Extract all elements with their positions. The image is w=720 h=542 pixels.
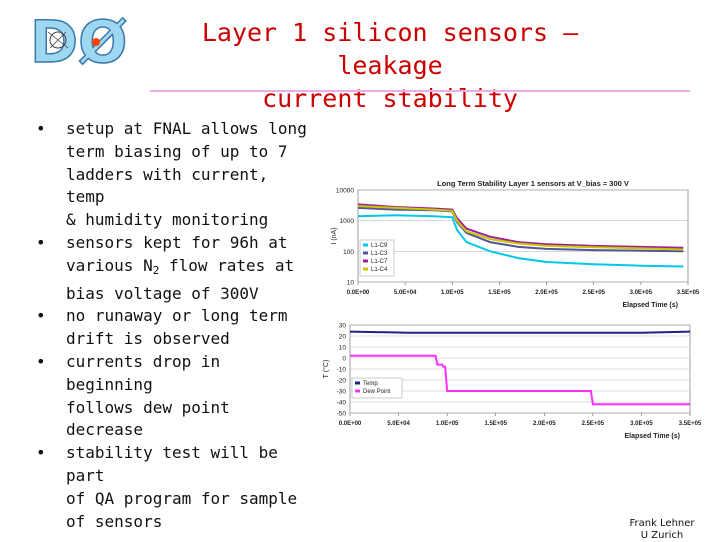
bullet-line: term biasing of up to 7 [66, 141, 288, 161]
series-line [357, 203, 684, 249]
author-name: Frank Lehner [629, 518, 695, 529]
x-tick-label: 1.0E+05 [441, 290, 464, 296]
bullet-line: follows dew point decrease [66, 397, 230, 440]
legend-label: Dew Point [363, 389, 391, 395]
x-tick-label: 2.5E+05 [582, 421, 605, 427]
title-divider [150, 90, 690, 92]
legend-swatch [363, 259, 368, 263]
y-axis-label: I (nA) [331, 227, 338, 244]
bullet-line: of sensors [66, 511, 163, 531]
y-tick-label: -10 [337, 367, 347, 374]
logo-text: DØ [30, 10, 127, 70]
d0-logo: DØ [29, 10, 128, 70]
series-line [357, 214, 684, 268]
x-tick-label: 1.5E+05 [484, 421, 507, 427]
y-tick-label: -50 [337, 411, 347, 418]
legend-label: Temp [363, 381, 378, 387]
legend-label: L1-C3 [371, 251, 388, 257]
y-tick-label: 10000 [336, 188, 354, 195]
x-tick-label: 3.5E+05 [677, 290, 700, 296]
legend-swatch [355, 381, 360, 385]
bullet-item: setup at FNAL allows long term biasing of… [36, 118, 311, 232]
y-tick-label: 10 [347, 280, 355, 287]
x-tick-label: 5.0E+04 [387, 421, 410, 427]
legend-box [351, 377, 403, 399]
y-tick-label: 1000 [340, 218, 355, 225]
x-tick-label: 1.5E+05 [488, 290, 511, 296]
bullet-line: & humidity monitoring [66, 210, 269, 230]
x-tick-label: 2.5E+05 [582, 290, 605, 296]
x-tick-label: 3.0E+05 [630, 421, 653, 427]
x-tick-label: 3.5E+05 [679, 421, 702, 427]
x-axis-label: Elapsed Time (s) [624, 433, 680, 440]
bullet-line: currents drop in beginning [66, 351, 221, 394]
author-credit: Frank Lehner U Zurich [612, 518, 712, 542]
legend-label: L1-C4 [371, 267, 388, 273]
x-tick-label: 0.0E+00 [347, 290, 370, 296]
x-tick-label: 2.0E+05 [535, 290, 558, 296]
bullet-line: various N2 flow rates at [66, 255, 295, 277]
series-line [349, 330, 691, 334]
chart-title: Long Term Stability Layer 1 sensors at V… [437, 179, 629, 188]
y-tick-label: 30 [339, 323, 347, 330]
bullet-line: setup at FNAL allows long [66, 119, 307, 138]
author-affiliation: U Zurich [640, 530, 684, 541]
legend-swatch [363, 243, 368, 247]
title-line-2: current stability [262, 84, 518, 113]
y-tick-label: 0 [342, 356, 346, 363]
subscript: 2 [152, 263, 160, 277]
legend-swatch [363, 267, 368, 271]
y-tick-label: 20 [339, 334, 347, 341]
y-tick-label: -20 [337, 378, 347, 385]
y-tick-label: 100 [343, 249, 354, 256]
y-tick-label: -30 [337, 389, 347, 396]
plot-area [357, 189, 689, 283]
logo-collision-icon [92, 38, 100, 46]
x-tick-label: 3.0E+05 [630, 290, 653, 296]
bullet-line: sensors kept for 96h at [66, 232, 288, 252]
series-line [350, 354, 690, 406]
y-tick-label: 10 [339, 345, 347, 352]
bullet-line: stability test will be part [66, 443, 278, 485]
bullet-line: no runaway or long term [66, 306, 288, 326]
x-tick-label: 2.0E+05 [533, 421, 556, 427]
bullet-line: of QA program for sample [66, 488, 298, 508]
bullet-line: bias voltage of 300V [66, 283, 259, 303]
y-axis-label: T (°C) [322, 360, 330, 379]
x-tick-label: 5.0E+04 [394, 290, 417, 296]
logo-detector-icon [49, 31, 67, 49]
x-axis-label: Elapsed Time (s) [622, 302, 678, 309]
bullet-line: drift is observed [66, 329, 230, 349]
x-tick-label: 1.0E+05 [436, 421, 459, 427]
series-line [357, 205, 684, 251]
slide-title: Layer 1 silicon sensors – leakage curren… [150, 16, 630, 115]
legend-swatch [363, 251, 368, 255]
legend-swatch [355, 389, 360, 393]
x-tick-label: 0.0E+00 [339, 421, 362, 427]
bullet-line: ladders with current, temp [66, 164, 269, 207]
legend-label: L1-C7 [371, 259, 388, 265]
bullet-item: sensors kept for 96h at various N2 flow r… [36, 232, 311, 305]
bullet-list: setup at FNAL allows long term biasing of… [36, 118, 311, 533]
logo-tracks-icon [47, 31, 69, 49]
y-tick-label: -40 [337, 400, 347, 407]
bullet-item: stability test will be part of QA program… [36, 442, 311, 533]
bullet-item: no runaway or long term drift is observed [36, 305, 311, 351]
legend-label: L1-C9 [371, 243, 388, 249]
title-line-1: Layer 1 silicon sensors – leakage [201, 18, 579, 80]
